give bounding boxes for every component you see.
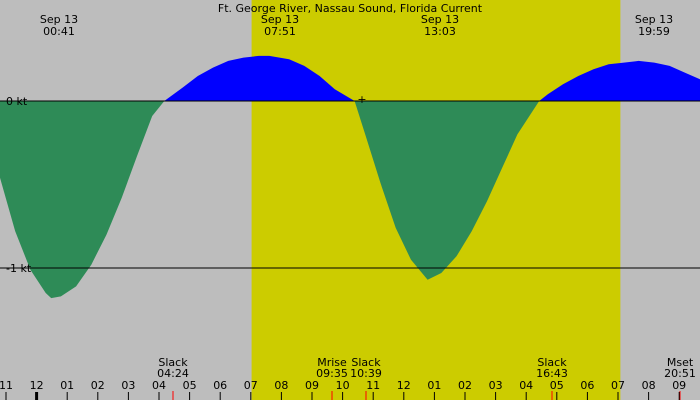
x-tick-label: 10 (336, 379, 350, 392)
event-time: 10:39 (350, 367, 382, 380)
x-tick-label: 06 (213, 379, 227, 392)
x-tick-label: 03 (121, 379, 135, 392)
event-label: Slack (351, 356, 381, 369)
peak-date-label: Sep 13 (261, 13, 299, 26)
x-tick-label: 01 (427, 379, 441, 392)
chart-title: Ft. George River, Nassau Sound, Florida … (218, 2, 483, 15)
x-tick-label: 04 (519, 379, 533, 392)
event-time: 16:43 (536, 367, 568, 380)
slack-marker: + (357, 93, 366, 106)
ebb-area (354, 101, 540, 280)
current-areas (0, 55, 700, 299)
event-label: Mrise (317, 356, 347, 369)
y-axis-labels: 0 kt -1 kt (6, 95, 32, 275)
event-label: Mset (667, 356, 694, 369)
peak-date-label: Sep 13 (421, 13, 459, 26)
peak-time-label: 00:41 (43, 25, 75, 38)
x-axis-ticks: 11 12 01 02 03 04 05 06 07 08 09 10 11 12 01 02 03 04 05 06… (0, 379, 686, 400)
x-tick-label: 03 (489, 379, 503, 392)
ebb-area (0, 101, 165, 299)
flood-area (164, 55, 355, 101)
peak-date-label: Sep 13 (635, 13, 673, 26)
flood-area (539, 60, 700, 101)
x-tick-label: 05 (183, 379, 197, 392)
x-tick-label: 08 (274, 379, 288, 392)
event-labels: Slack04:24Mrise09:35Slack10:39Slack16:43… (157, 93, 696, 400)
event-time: 09:35 (316, 367, 348, 380)
x-tick-label: 01 (60, 379, 74, 392)
chart-text: Ft. George River, Nassau Sound, Florida … (218, 2, 483, 15)
x-tick-label: 06 (580, 379, 594, 392)
x-tick-label: 07 (244, 379, 258, 392)
peak-time-label: 07:51 (264, 25, 296, 38)
event-label: Slack (537, 356, 567, 369)
x-tick-label: 04 (152, 379, 166, 392)
x-tick-label: 05 (550, 379, 564, 392)
peak-time-label: 13:03 (424, 25, 456, 38)
x-tick-label: 09 (672, 379, 686, 392)
x-tick-label: 07 (611, 379, 625, 392)
y-axis-label: 0 kt (6, 95, 28, 108)
peak-time-label: 19:59 (638, 25, 670, 38)
y-axis-label: -1 kt (6, 262, 32, 275)
x-tick-label: 02 (91, 379, 105, 392)
peak-date-label: Sep 13 (40, 13, 78, 26)
x-tick-label: 09 (305, 379, 319, 392)
x-tick-label: 08 (642, 379, 656, 392)
x-tick-label: 12 (30, 379, 44, 392)
event-time: 20:51 (664, 367, 696, 380)
event-label: Slack (158, 356, 188, 369)
gridlines (0, 100, 700, 269)
x-tick-label: 12 (397, 379, 411, 392)
x-tick-label: 11 (366, 379, 380, 392)
x-tick-label: 02 (458, 379, 472, 392)
event-time: 04:24 (157, 367, 189, 380)
x-tick-label: 11 (0, 379, 13, 392)
